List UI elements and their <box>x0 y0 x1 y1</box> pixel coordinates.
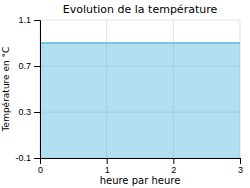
chart: 0 1 2 3 -0.1 0.3 0.7 1.1 Evolution de la tempéra… <box>0 0 250 188</box>
grid-line-y <box>40 20 240 21</box>
area <box>40 43 240 158</box>
x-tick: 1 <box>105 158 110 175</box>
x-tick-label: 3 <box>238 165 243 175</box>
y-tick-label: -0.1 <box>15 153 31 163</box>
x-tick: 3 <box>238 158 243 175</box>
grid <box>40 20 240 158</box>
y-tick-mark <box>34 66 40 67</box>
x-axis-line <box>41 159 241 165</box>
x-tick-mark <box>240 158 241 164</box>
x-tick: 0 <box>38 158 43 175</box>
y-tick: 1.1 <box>18 15 40 25</box>
marks <box>40 43 240 158</box>
y-tick-mark <box>34 20 40 21</box>
y-tick-label: 1.1 <box>18 15 31 25</box>
x-axis: 0 1 2 3 <box>38 158 243 175</box>
x-tick-mark <box>107 158 108 164</box>
x-tick-mark <box>173 158 174 164</box>
plot-area: 0 1 2 3 -0.1 0.3 0.7 1.1 <box>15 15 243 175</box>
x-tick: 2 <box>171 158 176 175</box>
y-tick: 0.3 <box>18 107 40 117</box>
x-tick-label: 2 <box>171 165 176 175</box>
y-tick-label: 0.3 <box>18 107 31 117</box>
y-axis-line <box>34 21 41 159</box>
y-tick: 0.7 <box>18 61 40 71</box>
x-axis-title: heure par heure <box>100 175 181 186</box>
y-axis: -0.1 0.3 0.7 1.1 <box>15 15 40 163</box>
y-tick: -0.1 <box>15 153 40 163</box>
line <box>40 42 240 44</box>
y-tick-mark <box>34 158 40 159</box>
title: Evolution de la température <box>63 3 218 16</box>
x-tick-label: 0 <box>38 165 43 175</box>
y-tick-label: 0.7 <box>18 61 31 71</box>
y-tick-mark <box>34 112 40 113</box>
y-axis-title: Température en °C <box>1 47 11 133</box>
x-tick-label: 1 <box>105 165 110 175</box>
